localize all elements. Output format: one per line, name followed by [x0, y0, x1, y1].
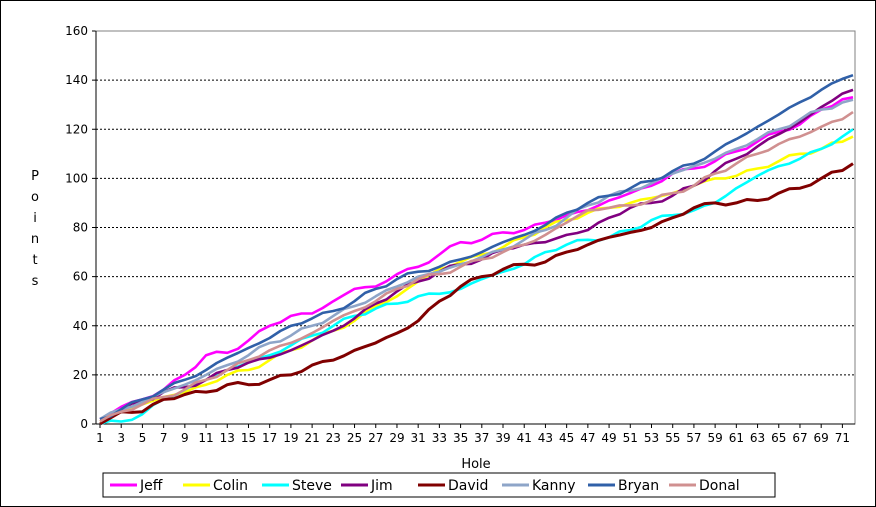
- x-tick-label: 11: [198, 431, 213, 445]
- x-tick-label: 19: [283, 431, 298, 445]
- series-lines: [99, 73, 854, 426]
- y-tick-label: 160: [65, 24, 88, 38]
- series-line-david: [99, 162, 854, 426]
- y-tick-label: 80: [73, 221, 88, 235]
- y-tick-label: 140: [65, 73, 88, 87]
- x-tick-label: 65: [771, 431, 786, 445]
- legend-label-kanny: Kanny: [532, 478, 576, 494]
- x-tick-label: 43: [538, 431, 553, 445]
- legend-label-bryan: Bryan: [618, 478, 659, 494]
- x-tick-label: 3: [117, 431, 125, 445]
- x-tick-label: 71: [835, 431, 850, 445]
- axes: [92, 30, 856, 428]
- x-tick-label: 45: [559, 431, 574, 445]
- x-tick-label: 31: [411, 431, 426, 445]
- y-tick-label: 40: [73, 319, 88, 333]
- y-tick-labels: 0 20 40 60 80 100 120 140 160: [65, 24, 88, 431]
- x-tick-label: 7: [160, 431, 168, 445]
- gridlines: [96, 30, 855, 376]
- x-tick-label: 23: [326, 431, 341, 445]
- x-tick-label: 21: [304, 431, 319, 445]
- x-tick-label: 47: [580, 431, 595, 445]
- series-line-donal: [99, 111, 854, 423]
- legend-label-colin: Colin: [213, 478, 248, 494]
- legend-label-jim: Jim: [370, 478, 393, 494]
- y-tick-label: 20: [73, 368, 88, 382]
- series-line-bryan: [99, 73, 854, 421]
- x-tick-label: 9: [181, 431, 189, 445]
- x-axis-title: Hole: [461, 457, 490, 472]
- x-tick-label: 67: [792, 431, 807, 445]
- x-tick-label: 69: [814, 431, 829, 445]
- y-tick-label: 60: [73, 270, 88, 284]
- x-tick-label: 39: [495, 431, 510, 445]
- legend-label-donal: Donal: [699, 478, 740, 494]
- x-tick-label: 51: [623, 431, 638, 445]
- x-tick-label: 57: [686, 431, 701, 445]
- x-tick-label: 35: [453, 431, 468, 445]
- x-tick-label: 41: [517, 431, 532, 445]
- x-tick-label: 13: [220, 431, 235, 445]
- x-tick-label: 37: [474, 431, 489, 445]
- legend-label-steve: Steve: [292, 478, 332, 494]
- x-tick-label: 33: [432, 431, 447, 445]
- series-line-jeff: [99, 96, 854, 421]
- x-tick-label: 55: [665, 431, 680, 445]
- x-tick-label: 25: [347, 431, 362, 445]
- legend-label-david: David: [448, 478, 488, 494]
- x-tick-label: 15: [241, 431, 256, 445]
- legend-label-jeff: Jeff: [139, 478, 163, 494]
- x-tick-label: 61: [729, 431, 744, 445]
- x-tick-label: 1: [96, 431, 104, 445]
- x-tick-labels: 1 3 5 7 9 11 13 15 17 19 21 23 25 27 29 31 33 35 37 39 41 43 4…: [96, 431, 850, 445]
- x-tick-label: 17: [262, 431, 277, 445]
- x-tick-label: 53: [644, 431, 659, 445]
- x-tick-label: 49: [601, 431, 616, 445]
- y-tick-label: 0: [80, 417, 88, 431]
- x-tick-label: 27: [368, 431, 383, 445]
- x-tick-label: 5: [139, 431, 147, 445]
- y-tick-label: 100: [65, 171, 88, 185]
- x-tick-label: 63: [750, 431, 765, 445]
- x-tick-label: 59: [707, 431, 722, 445]
- legend: Jeff Colin Steve Jim David Kanny Bryan Donal: [102, 472, 776, 498]
- y-tick-label: 120: [65, 122, 88, 136]
- x-tick-label: 29: [389, 431, 404, 445]
